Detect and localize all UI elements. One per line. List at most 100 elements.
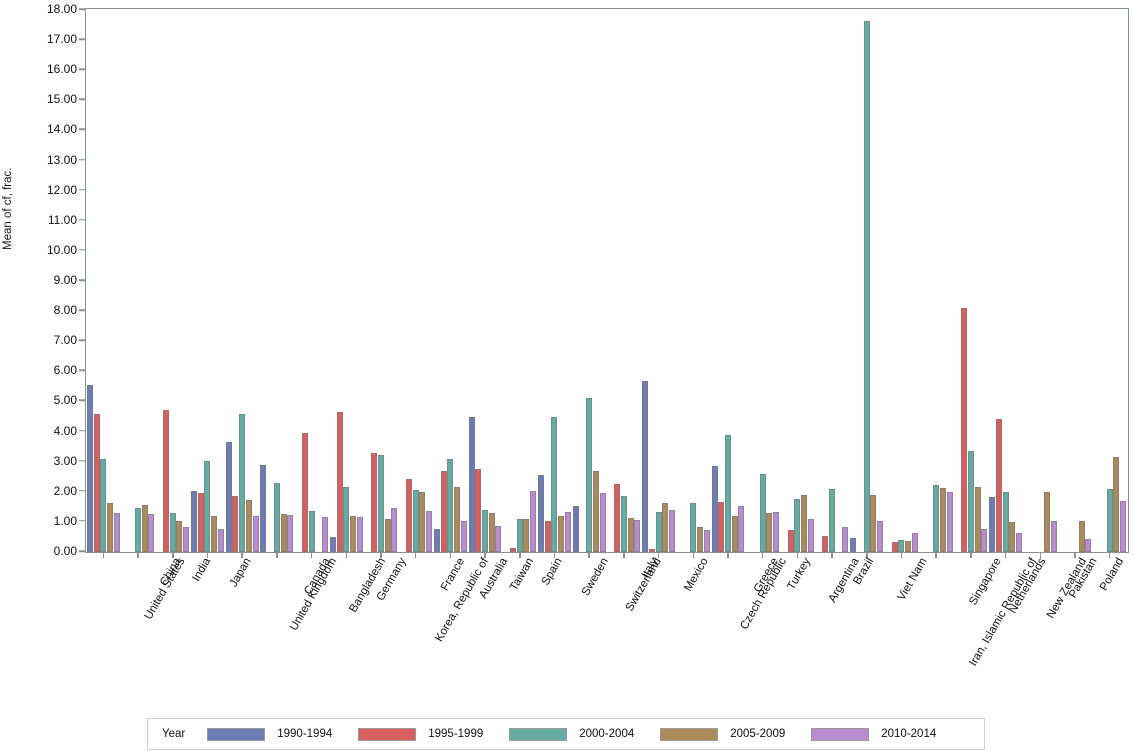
bar[interactable] bbox=[1050, 521, 1057, 552]
bar[interactable] bbox=[260, 464, 267, 552]
bar[interactable] bbox=[343, 486, 350, 552]
bar[interactable] bbox=[510, 548, 517, 552]
bar[interactable] bbox=[371, 452, 378, 552]
bar[interactable] bbox=[336, 412, 343, 552]
bar[interactable] bbox=[564, 511, 571, 552]
bar[interactable] bbox=[655, 511, 662, 552]
bar[interactable] bbox=[558, 516, 565, 552]
bar[interactable] bbox=[911, 532, 918, 552]
bar[interactable] bbox=[592, 470, 599, 552]
bar[interactable] bbox=[572, 505, 579, 552]
bar[interactable] bbox=[939, 487, 946, 552]
legend-item[interactable]: 1995-1999 bbox=[358, 727, 483, 741]
bar[interactable] bbox=[627, 517, 634, 552]
bar[interactable] bbox=[995, 418, 1002, 552]
bar[interactable] bbox=[495, 525, 502, 552]
bar[interactable] bbox=[204, 460, 211, 552]
bar[interactable] bbox=[280, 513, 287, 552]
bar[interactable] bbox=[93, 414, 100, 552]
bar[interactable] bbox=[662, 503, 669, 552]
bar[interactable] bbox=[898, 539, 905, 552]
bar[interactable] bbox=[703, 530, 710, 552]
bar[interactable] bbox=[1015, 533, 1022, 552]
bar[interactable] bbox=[426, 510, 433, 552]
bar[interactable] bbox=[1085, 539, 1092, 552]
bar[interactable] bbox=[724, 434, 731, 552]
bar[interactable] bbox=[176, 520, 183, 552]
bar[interactable] bbox=[974, 486, 981, 552]
bar[interactable] bbox=[107, 503, 114, 552]
bar[interactable] bbox=[349, 515, 356, 552]
bar[interactable] bbox=[718, 502, 725, 552]
bar[interactable] bbox=[169, 513, 176, 552]
bar[interactable] bbox=[252, 515, 259, 552]
bar[interactable] bbox=[544, 521, 551, 552]
bar[interactable] bbox=[1002, 491, 1009, 552]
bar[interactable] bbox=[690, 502, 697, 552]
bar[interactable] bbox=[523, 518, 530, 552]
legend-item[interactable]: 2010-2014 bbox=[811, 727, 936, 741]
bar[interactable] bbox=[1106, 489, 1113, 552]
bar[interactable] bbox=[586, 397, 593, 552]
bar[interactable] bbox=[850, 537, 857, 552]
legend-item[interactable]: 1990-1994 bbox=[207, 727, 332, 741]
bar[interactable] bbox=[648, 549, 655, 552]
bar[interactable] bbox=[148, 513, 155, 552]
bar[interactable] bbox=[191, 490, 198, 552]
bar[interactable] bbox=[946, 492, 953, 552]
bar[interactable] bbox=[183, 526, 190, 552]
bar[interactable] bbox=[135, 508, 142, 552]
bar[interactable] bbox=[460, 520, 467, 552]
bar[interactable] bbox=[405, 479, 412, 552]
bar[interactable] bbox=[842, 526, 849, 552]
bar[interactable] bbox=[412, 490, 419, 552]
bar[interactable] bbox=[377, 455, 384, 552]
bar[interactable] bbox=[863, 20, 870, 552]
bar[interactable] bbox=[211, 516, 218, 552]
bar[interactable] bbox=[599, 493, 606, 552]
bar[interactable] bbox=[273, 482, 280, 552]
bar[interactable] bbox=[891, 542, 898, 552]
bar[interactable] bbox=[440, 470, 447, 552]
bar[interactable] bbox=[419, 492, 426, 552]
bar[interactable] bbox=[86, 384, 93, 552]
bar[interactable] bbox=[759, 473, 766, 552]
legend-item[interactable]: 2000-2004 bbox=[509, 727, 634, 741]
bar[interactable] bbox=[1078, 521, 1085, 552]
bar[interactable] bbox=[870, 494, 877, 552]
bar[interactable] bbox=[1043, 491, 1050, 552]
bar[interactable] bbox=[877, 521, 884, 552]
bar[interactable] bbox=[738, 505, 745, 552]
bar[interactable] bbox=[197, 493, 204, 552]
bar[interactable] bbox=[1113, 456, 1120, 552]
bar[interactable] bbox=[642, 380, 649, 552]
bar[interactable] bbox=[989, 497, 996, 552]
bar[interactable] bbox=[329, 536, 336, 552]
bar[interactable] bbox=[245, 499, 252, 552]
bar[interactable] bbox=[807, 519, 814, 552]
bar[interactable] bbox=[391, 507, 398, 552]
bar[interactable] bbox=[794, 499, 801, 552]
bar[interactable] bbox=[620, 496, 627, 552]
bar[interactable] bbox=[614, 483, 621, 552]
bar[interactable] bbox=[538, 474, 545, 552]
bar[interactable] bbox=[433, 529, 440, 552]
bar[interactable] bbox=[468, 416, 475, 552]
bar[interactable] bbox=[287, 514, 294, 552]
bar[interactable] bbox=[829, 489, 836, 552]
bar[interactable] bbox=[787, 530, 794, 552]
bar[interactable] bbox=[905, 541, 912, 552]
bar[interactable] bbox=[308, 511, 315, 552]
bar[interactable] bbox=[773, 512, 780, 552]
bar[interactable] bbox=[454, 486, 461, 552]
bar[interactable] bbox=[634, 520, 641, 552]
legend-item[interactable]: 2005-2009 bbox=[660, 727, 785, 741]
bar[interactable] bbox=[217, 528, 224, 552]
bar[interactable] bbox=[961, 308, 968, 552]
bar[interactable] bbox=[356, 517, 363, 552]
bar[interactable] bbox=[766, 513, 773, 552]
bar[interactable] bbox=[711, 466, 718, 552]
bar[interactable] bbox=[801, 494, 808, 552]
bar[interactable] bbox=[668, 509, 675, 552]
bar[interactable] bbox=[447, 459, 454, 552]
